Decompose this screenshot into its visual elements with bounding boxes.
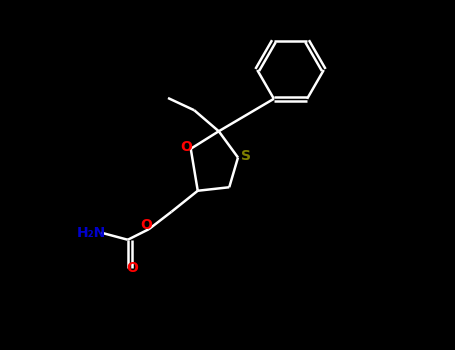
Text: S: S	[241, 149, 251, 163]
Text: H₂N: H₂N	[77, 226, 106, 240]
Text: O: O	[126, 261, 139, 275]
Text: O: O	[140, 218, 152, 232]
Text: O: O	[181, 140, 192, 154]
